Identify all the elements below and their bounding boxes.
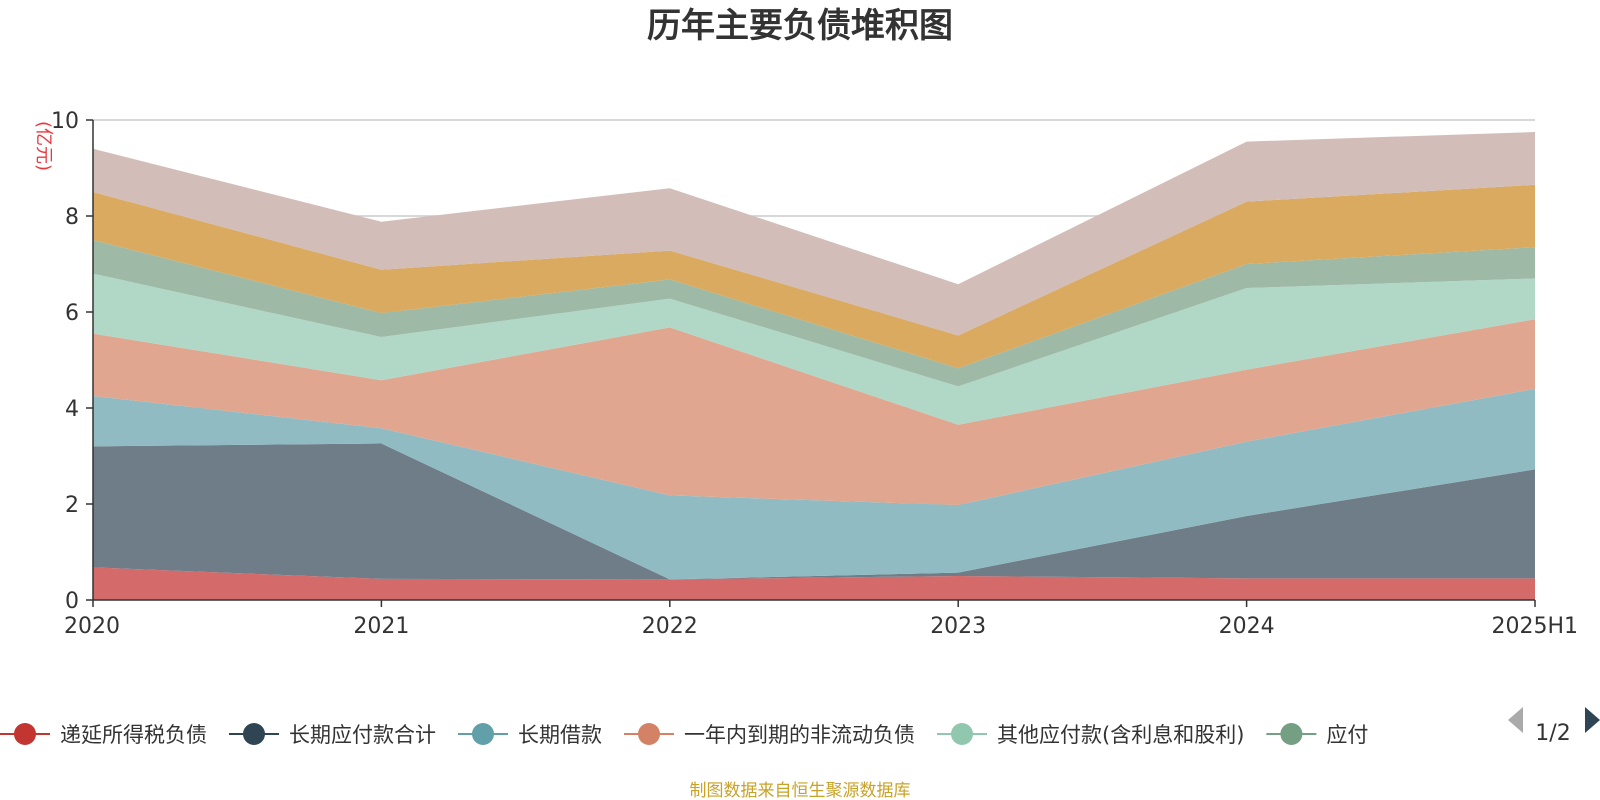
x-tick-label: 2022 [642,614,698,639]
area-series-1 [93,567,1535,600]
area-series-2 [93,443,1535,580]
legend-item[interactable]: 应付 [1266,723,1368,747]
area-series-8 [93,132,1535,336]
y-tick-label: 0 [65,589,79,614]
area-series-4 [93,319,1535,505]
legend-marker-icon [243,723,265,745]
y-tick-label: 4 [65,397,79,422]
x-tick-label: 2024 [1219,614,1275,639]
legend-label: 长期应付款合计 [289,723,436,747]
area-series-3 [93,388,1535,580]
legend-marker-icon [638,723,660,745]
y-axis-unit-label: (亿元) [33,121,54,171]
legend-marker-icon [14,723,36,745]
y-tick-label: 2 [65,493,79,518]
legend-item[interactable]: 递延所得税负债 [0,723,207,747]
x-tick-label: 2020 [64,614,120,639]
legend-label: 递延所得税负债 [60,723,207,747]
x-tick-label: 2021 [353,614,409,639]
legend-label: 其他应付款(含利息和股利) [997,723,1244,747]
area-series-5 [93,273,1535,425]
legend-prev-page-icon[interactable] [1508,707,1523,733]
legend-next-page-icon[interactable] [1585,707,1600,733]
y-tick-label: 10 [51,109,79,134]
x-tick-label: 2023 [930,614,986,639]
legend-marker-icon [951,723,973,745]
axes [86,119,1536,607]
y-tick-labels: 0 2 4 6 8 10 [51,109,79,614]
x-tick-label: 2025H1 [1491,614,1578,639]
legend-marker-icon [1280,723,1303,745]
legend-label: 长期借款 [518,723,602,747]
legend-label: 一年内到期的非流动负债 [684,723,915,747]
legend-label: 应付 [1326,723,1368,747]
area-series-6 [93,240,1535,387]
legend-item[interactable]: 长期应付款合计 [229,723,436,747]
legend-pager: 1/2 [1508,707,1600,746]
legend-item[interactable]: 其他应付款(含利息和股利) [937,723,1244,747]
data-source-note: 制图数据来自恒生聚源数据库 [690,781,911,800]
area-series-7 [93,184,1535,369]
legend: 递延所得税负债 长期应付款合计 长期借款 一年内到期的非流动负债 其他应付款(含利息和股… [0,723,1368,747]
chart-title: 历年主要负债堆积图 [647,6,953,46]
area-series-layer [93,132,1535,600]
legend-item[interactable]: 长期借款 [458,723,602,747]
y-tick-label: 8 [65,205,79,230]
legend-page-indicator: 1/2 [1535,721,1570,746]
x-tick-labels: 2020 2021 2022 2023 2024 2025H1 [64,614,1578,639]
y-tick-label: 6 [65,301,79,326]
legend-marker-icon [472,723,494,745]
legend-item[interactable]: 一年内到期的非流动负债 [624,723,915,747]
